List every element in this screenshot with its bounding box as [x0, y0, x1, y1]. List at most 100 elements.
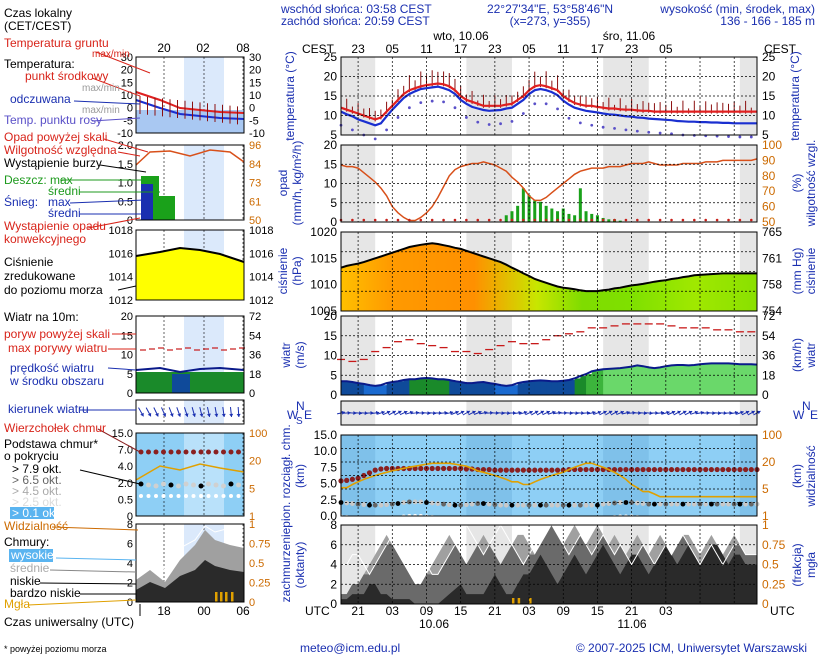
legend-cloud-white-dot: [229, 494, 233, 498]
legend-fog-tick: 0.5: [249, 558, 264, 570]
bottom-day-2: 11.06: [617, 617, 646, 631]
wind-speed-bar: [711, 363, 717, 395]
dew-point: [465, 116, 468, 119]
wind-speed-bar: [694, 365, 700, 395]
precip-ylabel-1: opad: [276, 170, 290, 197]
footer-email[interactable]: meteo@icm.edu.pl: [300, 641, 400, 655]
cloud-base-low-dot: [601, 516, 605, 520]
legend-cloud-base-2: o pokryciu: [4, 449, 59, 463]
vis-right-label-2: widzialność: [804, 445, 818, 507]
dew-point: [522, 112, 525, 115]
convective-dot: [590, 219, 593, 222]
convective-dot: [476, 219, 479, 222]
cloud-base-low-dot: [527, 517, 531, 521]
pres-right-label-1: (mm Hg): [790, 248, 804, 295]
legend-cloud-tick: 0.5: [118, 494, 133, 506]
legend-precip-occ-2: konwekcyjnego: [4, 232, 86, 246]
convective-dot: [625, 219, 628, 222]
cloud-base-dot: [384, 502, 389, 507]
cloud-top-dot: [452, 466, 457, 471]
cover-tick: 4: [330, 558, 337, 572]
legend-temp-tick: 0: [127, 103, 133, 115]
legend-pres-1: Ciśnienie: [4, 255, 54, 269]
legend-temp-tick: -5: [123, 115, 133, 127]
cloud-top-dot: [538, 468, 543, 473]
cloud-base-low-dot: [470, 516, 474, 520]
legend-high: wysokie: [10, 548, 54, 562]
cloud-base-low-dot: [550, 517, 554, 521]
wind-speed-bar: [341, 381, 347, 395]
legend-cloud-top-dot: [176, 450, 181, 455]
legend-humidity: Wilgotność względna: [4, 143, 117, 157]
wind-tick-right: 54: [762, 329, 776, 343]
cloud-base-dot: [635, 501, 640, 506]
cloud-base-low-dot: [367, 517, 371, 521]
pres-ylabel-1: ciśnienie: [276, 247, 290, 294]
legend-cloud-base-dot: [199, 484, 204, 489]
top-hour-label: 11: [420, 42, 433, 56]
legend-footnote: * powyżej poziomu morza: [4, 644, 107, 654]
cover-ylabel-2: (oktanty): [293, 542, 307, 589]
legend-cloud-white-dot: [214, 494, 218, 498]
wind-speed-bar: [740, 364, 746, 395]
legend-connector: [40, 583, 136, 584]
precip-bar: [505, 215, 508, 222]
legend-precip-occ-1: Wystąpienie opadu: [4, 219, 106, 233]
convective-dot: [351, 219, 354, 222]
fog-tick-right: 1: [762, 518, 769, 532]
temp-tick-right: 20: [762, 70, 776, 84]
precip-bar: [539, 202, 542, 222]
convective-dot: [545, 219, 548, 222]
convective-dot: [374, 219, 377, 222]
cloud-base-low-dot: [755, 516, 759, 520]
cloud-base-dot: [515, 503, 520, 508]
legend-fog-tick: 0.75: [249, 539, 270, 551]
wind-speed-bar: [626, 367, 632, 395]
cloud-base-low-dot: [692, 516, 696, 520]
convective-dot: [419, 219, 422, 222]
cloud-base-dot: [350, 501, 355, 506]
temp-tick: 25: [324, 50, 338, 64]
legend-pres-tick-right: 1014: [249, 272, 273, 284]
cloud-base-low-dot: [573, 517, 577, 521]
legend-vis-tick: 20: [249, 456, 261, 468]
cloud-top-dot: [618, 467, 623, 472]
wind-tick: 10: [324, 349, 338, 363]
legend-medium: średnie: [10, 561, 50, 575]
convective-dot: [727, 219, 730, 222]
cloud-top-dot: [709, 467, 714, 472]
dew-point: [545, 102, 548, 105]
convective-dot: [602, 219, 605, 222]
legend-fog-tick: 0: [249, 597, 255, 609]
wind-speed-bar: [398, 381, 404, 395]
legend-cloud-base-dot: [169, 483, 174, 488]
legend-wind-tick: 20: [121, 311, 133, 323]
dew-point: [602, 126, 605, 129]
precip-bar: [579, 188, 582, 222]
legend-cloud-base-dot: [154, 484, 159, 489]
pres-ylabel-2: (hPa): [290, 256, 304, 285]
precip-tick: 5: [330, 196, 337, 210]
legend-pres-2: zredukowane: [4, 269, 76, 283]
wind-tick-right: 36: [762, 349, 776, 363]
cloud-base-dot: [584, 503, 589, 508]
cloud-base-low-dot: [721, 516, 725, 520]
wind-tick: 15: [324, 329, 338, 343]
wind-tick-right: 18: [762, 368, 776, 382]
legend-pres-tick: 1014: [109, 272, 133, 284]
convective-dot: [568, 219, 571, 222]
cloud-base-dot: [532, 503, 537, 508]
day-label-2: śro, 11.06: [603, 29, 656, 43]
legend-cloud-base-dot: [221, 484, 226, 489]
fog-tick-right: 0.75: [762, 538, 786, 552]
wind-ylabel-1: wiatr: [279, 342, 293, 368]
cloud-base-low-dot: [727, 516, 731, 520]
legend-temp-tick-right: -10: [249, 128, 265, 140]
wind-speed-bar: [529, 381, 535, 395]
dew-point: [419, 101, 422, 104]
cover-ylabel-1: zachmurzenie: [279, 527, 293, 602]
grid-text: (x=273, y=355): [510, 14, 591, 28]
wind-speed-bar: [518, 383, 524, 395]
legend-cloud-top-dot: [221, 450, 226, 455]
